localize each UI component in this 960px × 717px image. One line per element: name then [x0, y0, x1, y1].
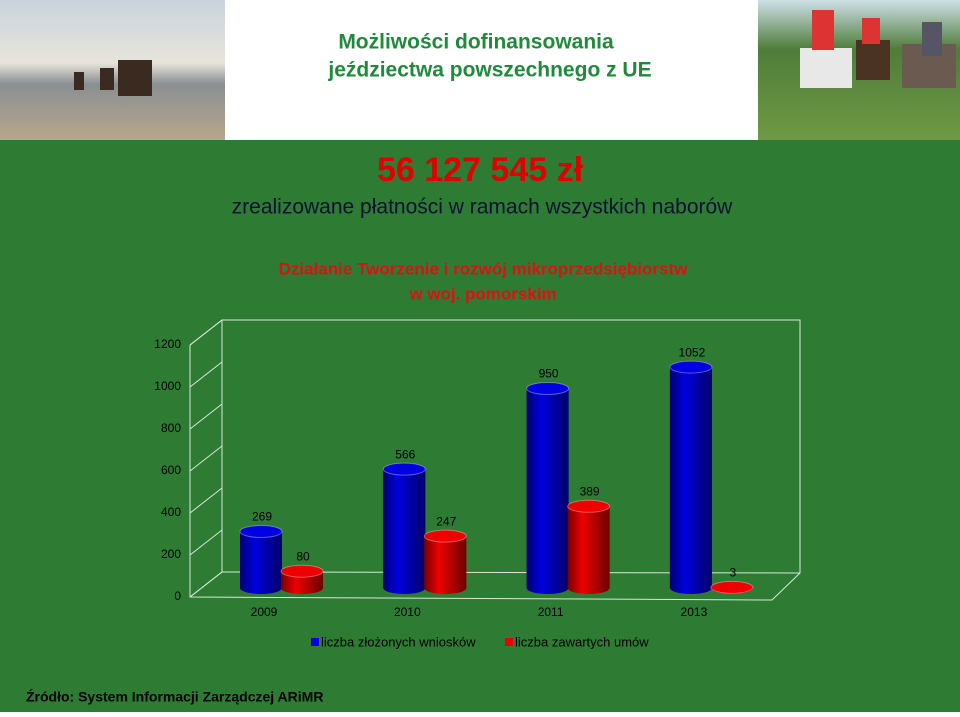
bar-shade	[383, 469, 426, 594]
x-tick-label: 2013	[681, 605, 708, 619]
bar-top	[669, 360, 713, 374]
y-tick-label: 800	[161, 421, 181, 435]
grid-line	[189, 403, 223, 430]
chart-title: w woj. pomorskim	[408, 284, 556, 303]
header-title: Możliwości dofinansowania	[338, 31, 614, 54]
legend-label: liczba złożonych wniosków	[321, 634, 476, 649]
chart-title: Działanie Tworzenie i rozwój mikroprzeds…	[279, 259, 688, 278]
value-label: 269	[252, 510, 272, 524]
y-tick-label: 400	[161, 505, 181, 519]
value-label: 566	[395, 447, 415, 461]
amount: 56 127 545 zł	[377, 151, 584, 189]
x-tick-label: 2011	[538, 605, 564, 619]
value-label: 1052	[679, 345, 706, 359]
value-label: 3	[730, 566, 737, 580]
y-tick-label: 1200	[154, 337, 181, 351]
grid-line	[189, 319, 223, 346]
bar-top	[526, 382, 570, 395]
y-tick-label: 200	[161, 547, 181, 561]
y-tick-label: 600	[161, 463, 181, 477]
value-label: 247	[436, 514, 456, 528]
bar-shade	[567, 506, 610, 594]
source: Źródło: System Informacji Zarządczej ARi…	[26, 689, 323, 705]
grid-line	[189, 487, 223, 514]
y-tick-label: 1000	[154, 379, 181, 393]
bar-top	[382, 462, 426, 476]
grid-line	[189, 445, 223, 472]
value-label: 389	[580, 484, 600, 498]
bar-shade	[424, 536, 467, 594]
bar-shade	[669, 367, 712, 594]
bar-top	[710, 580, 754, 594]
legend-swatch	[311, 638, 319, 646]
value-label: 950	[539, 367, 559, 381]
bar-shade	[281, 571, 323, 594]
grid-line	[189, 361, 223, 388]
bar-shade	[526, 388, 569, 594]
y-tick-label: 0	[174, 589, 181, 603]
legend-swatch	[505, 638, 513, 646]
amount-caption: zrealizowane płatności w ramach wszystki…	[232, 196, 734, 219]
photo-horses	[800, 10, 956, 88]
bar-top	[280, 564, 324, 578]
legend-label: liczba zawartych umów	[515, 634, 649, 649]
grid-line	[189, 571, 223, 598]
header-title: jeździectwa powszechnego z UE	[327, 59, 651, 82]
grid-line	[189, 529, 223, 556]
background	[0, 140, 960, 712]
bar-top	[239, 525, 283, 539]
x-tick-label: 2010	[394, 605, 421, 619]
value-label: 80	[296, 549, 310, 563]
bar-top	[423, 529, 467, 543]
bar-top	[567, 499, 611, 513]
photo-riders	[74, 60, 152, 96]
x-tick-label: 2009	[251, 605, 278, 619]
bar-shade	[240, 531, 282, 594]
